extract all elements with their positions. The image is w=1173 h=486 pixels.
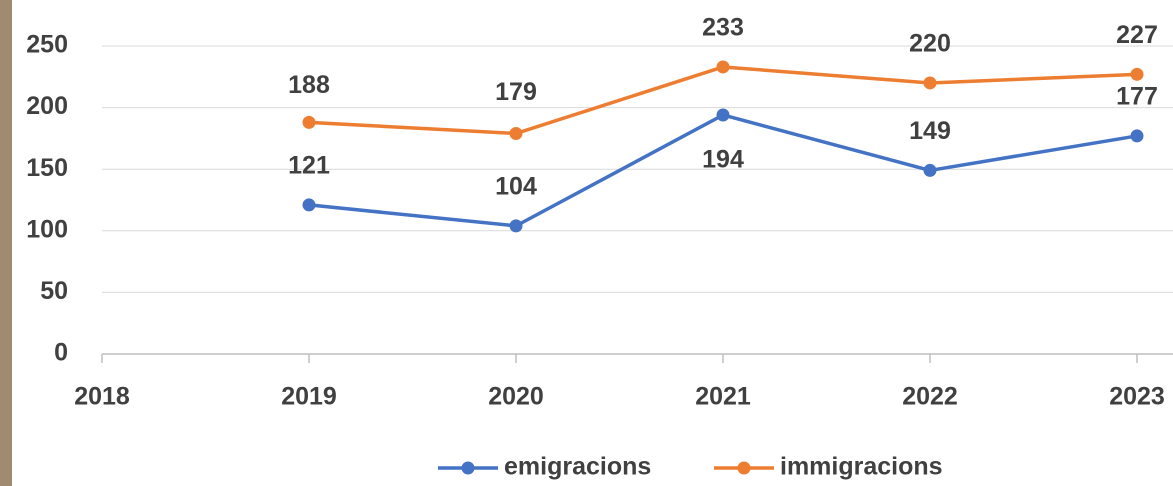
y-tick-label: 200: [26, 92, 68, 120]
point: [1131, 129, 1144, 142]
legend-marker: [462, 462, 475, 475]
x-tick-label: 2018: [74, 383, 130, 411]
point: [303, 116, 316, 129]
y-tick-label: 150: [26, 154, 68, 182]
value-label: 177: [1116, 83, 1158, 111]
value-label: 233: [702, 14, 744, 42]
point: [1131, 68, 1144, 81]
value-label: 227: [1116, 21, 1158, 49]
value-label: 149: [909, 117, 951, 145]
point: [717, 108, 730, 121]
legend-marker: [738, 462, 751, 475]
point: [510, 219, 523, 232]
point: [717, 60, 730, 73]
y-tick-label: 250: [26, 31, 68, 59]
y-tick-label: 50: [40, 277, 68, 305]
x-tick-label: 2019: [281, 383, 337, 411]
x-tick-label: 2020: [488, 383, 544, 411]
value-label: 104: [495, 172, 537, 200]
page: 0 50 100 150 200 250 2018 2019 2020 2021 2022 2023 1…: [0, 0, 1173, 486]
value-label: 121: [288, 152, 330, 180]
point: [924, 164, 937, 177]
value-label: 188: [288, 71, 330, 99]
x-tick-label: 2021: [695, 383, 751, 411]
x-tick-label: 2023: [1109, 383, 1165, 411]
x-tick-label: 2022: [902, 383, 958, 411]
background-strip: [0, 0, 12, 486]
legend-label: emigracions: [504, 453, 651, 481]
point: [303, 198, 316, 211]
line: [309, 67, 1137, 134]
point: [924, 76, 937, 89]
value-label: 194: [702, 146, 744, 174]
y-tick-label: 100: [26, 215, 68, 243]
y-tick-label: 0: [54, 339, 68, 367]
legend-label: immigracions: [780, 453, 943, 481]
value-label: 220: [909, 30, 951, 58]
point: [510, 127, 523, 140]
chart: 0 50 100 150 200 250 2018 2019 2020 2021 2022 2023 1…: [0, 0, 1173, 486]
value-label: 179: [495, 78, 537, 106]
